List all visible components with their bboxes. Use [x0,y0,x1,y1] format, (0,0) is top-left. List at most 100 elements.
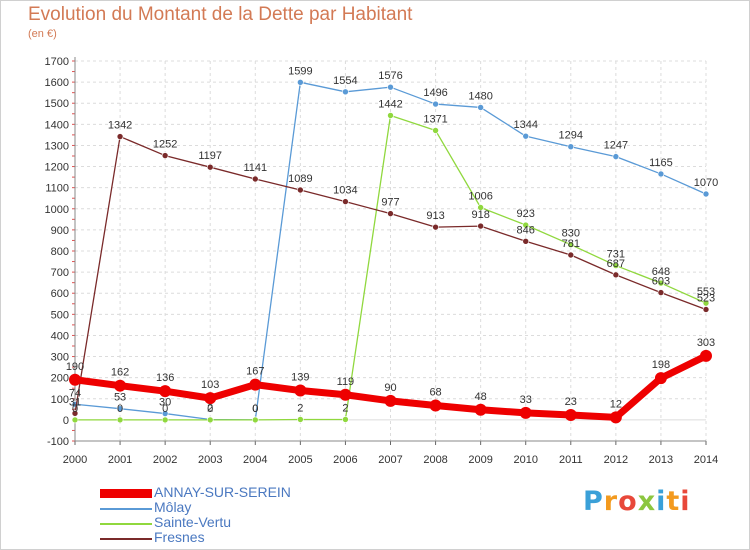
y-tick-label: 900 [51,225,69,237]
y-tick-label: 100 [51,394,69,406]
data-label: 2 [342,402,348,414]
x-tick-label: 2011 [559,454,583,466]
data-point [159,385,172,398]
data-label: 103 [201,379,219,391]
data-point [429,399,442,412]
y-tick-label: 1000 [45,204,69,216]
x-tick-label: 2010 [513,454,537,466]
y-tick-label: 800 [51,246,69,258]
data-point [702,299,710,307]
y-tick-label: -100 [47,436,69,448]
data-point [116,416,124,424]
x-tick-label: 2003 [198,454,222,466]
data-point [206,416,214,424]
data-label: 23 [565,396,577,408]
data-label: 31 [69,396,81,408]
legend-swatch [100,523,152,525]
data-point [432,100,439,108]
data-label: 74 [69,387,81,399]
data-point [71,410,79,417]
data-point [342,88,349,96]
data-label: 68 [429,387,441,399]
legend-item: Sainte-Vertu [100,514,360,531]
data-point [294,384,307,397]
data-label: 12 [610,398,622,410]
data-label: 1371 [423,113,447,125]
data-label: 1034 [333,185,357,197]
y-tick-label: 1200 [45,162,69,174]
data-point [251,416,259,424]
data-label: 731 [607,249,625,261]
data-label: 1294 [559,130,583,142]
data-label: 923 [517,208,535,220]
data-point [700,349,712,362]
x-tick-label: 2002 [153,454,177,466]
x-tick-label: 2007 [378,454,402,466]
data-label: 553 [697,286,715,298]
legend-swatch [100,538,152,540]
logo-letter: x [637,486,657,517]
y-tick-label: 400 [51,330,69,342]
y-tick-label: 500 [51,309,69,321]
data-label: 0 [162,403,168,415]
data-point [69,373,81,386]
logo-letter: r [603,486,619,517]
data-label: 190 [66,361,84,373]
data-point [339,388,352,401]
data-point [161,410,169,417]
data-label: 830 [562,228,580,240]
x-tick-label: 2008 [423,454,447,466]
data-point [522,237,530,245]
data-point [567,251,575,259]
legend-label: Fresnes [154,529,205,545]
data-point [567,143,575,151]
data-label: 523 [697,292,715,304]
data-point [657,279,665,287]
data-label: 913 [426,210,444,222]
y-tick-label: 1300 [45,140,69,152]
x-tick-label: 2006 [333,454,357,466]
logo-letter: o [618,486,638,517]
data-label: 0 [117,403,123,415]
data-label: 1342 [108,120,132,132]
data-point [564,409,577,422]
data-point [384,394,397,407]
data-label: 0 [252,403,258,415]
data-label: 1480 [468,90,492,102]
x-tick-label: 2001 [108,454,132,466]
data-label: 1089 [288,173,312,185]
x-tick-label: 2000 [63,454,87,466]
data-point [71,416,79,424]
logo-letter: i [680,486,691,517]
y-tick-label: 1400 [45,119,69,131]
legend-item: ANNAY-SUR-SEREIN [100,484,360,501]
data-point [477,204,484,211]
data-label: 0 [252,403,258,415]
data-point [567,241,575,248]
x-tick-label: 2013 [649,454,673,466]
legend-swatch [100,508,152,510]
data-point [387,210,394,217]
data-label: 48 [475,391,487,403]
legend-label: Sainte-Vertu [154,514,232,530]
data-point [474,403,487,416]
logo-letter: i [656,486,667,517]
data-label: 2 [207,402,213,414]
data-label: 1197 [198,150,222,162]
data-point [251,175,259,183]
y-tick-label: 700 [51,267,69,279]
chart-unit-label: (en €) [28,28,57,40]
data-label: 2 [297,402,303,414]
data-point [297,186,304,194]
data-label: 198 [652,359,670,371]
data-label: 167 [246,366,264,378]
data-label: 30 [159,397,171,409]
data-label: 918 [471,209,489,221]
data-point [612,262,620,269]
data-label: 136 [156,372,174,384]
data-label: 1252 [153,139,177,151]
data-point [161,152,169,159]
data-label: 1496 [423,87,447,99]
x-tick-label: 2009 [468,454,492,466]
